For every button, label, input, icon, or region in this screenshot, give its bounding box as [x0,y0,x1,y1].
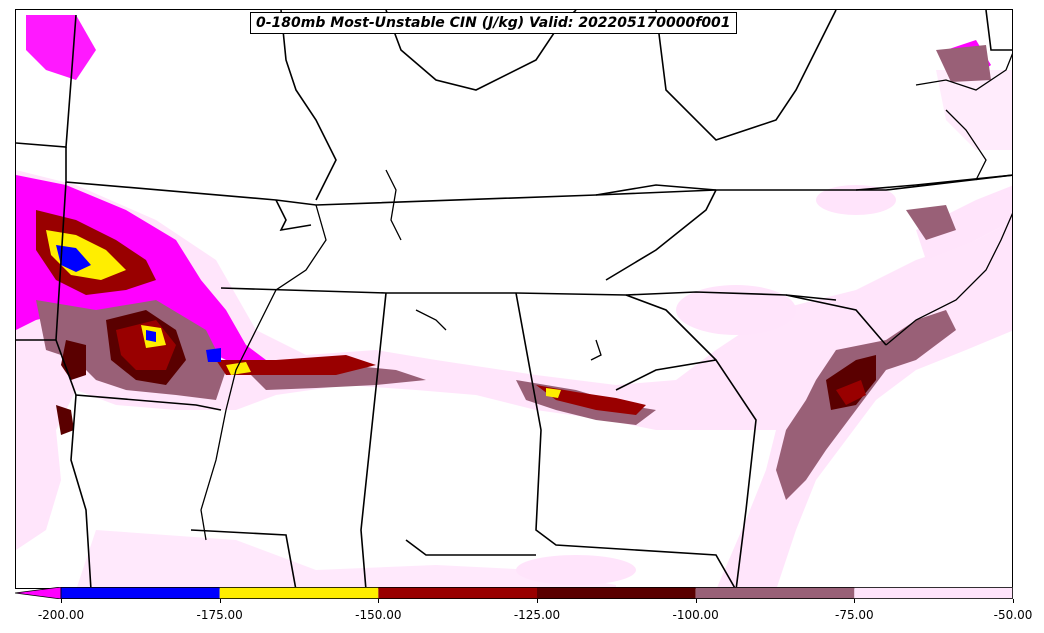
cin-map [16,10,1012,588]
colorbar [15,587,1013,599]
colorbar-tick-label: -125.00 [513,608,561,622]
colorbar-tick-mark [219,599,221,603]
cin-shading-blue [56,245,221,362]
colorbar-tick-mark [854,599,856,603]
map-panel [15,9,1013,589]
colorbar-tick-label: -75.00 [834,608,874,622]
colorbar-bin-4 [695,587,855,599]
colorbar-tick-label: -200.00 [37,608,85,622]
colorbar-tick-mark [1013,599,1014,603]
colorbar-tick-label: -150.00 [355,608,402,622]
colorbar-extend-min [15,587,62,599]
colorbar-bin-1 [219,587,379,599]
coastlines-rivers [200,53,1012,541]
colorbar-tick-mark [537,599,538,603]
colorbar-tick-mark [61,599,62,603]
state-boundaries [16,10,1012,588]
colorbar-bin-0 [61,587,220,599]
colorbar-tick-label: -175.00 [196,608,243,622]
colorbar-tick-mark [695,599,697,603]
colorbar-tick-label: -50.00 [993,608,1033,622]
cin-shading-light [16,70,1012,588]
colorbar-bin-5 [854,587,1013,599]
colorbar-tick-mark [378,599,380,603]
colorbar-bin-3 [537,587,696,599]
colorbar-bin-2 [378,587,537,599]
map-title: 0-180mb Most-Unstable CIN (J/kg) Valid: … [250,12,737,34]
colorbar-tick-label: -100.00 [672,608,719,622]
